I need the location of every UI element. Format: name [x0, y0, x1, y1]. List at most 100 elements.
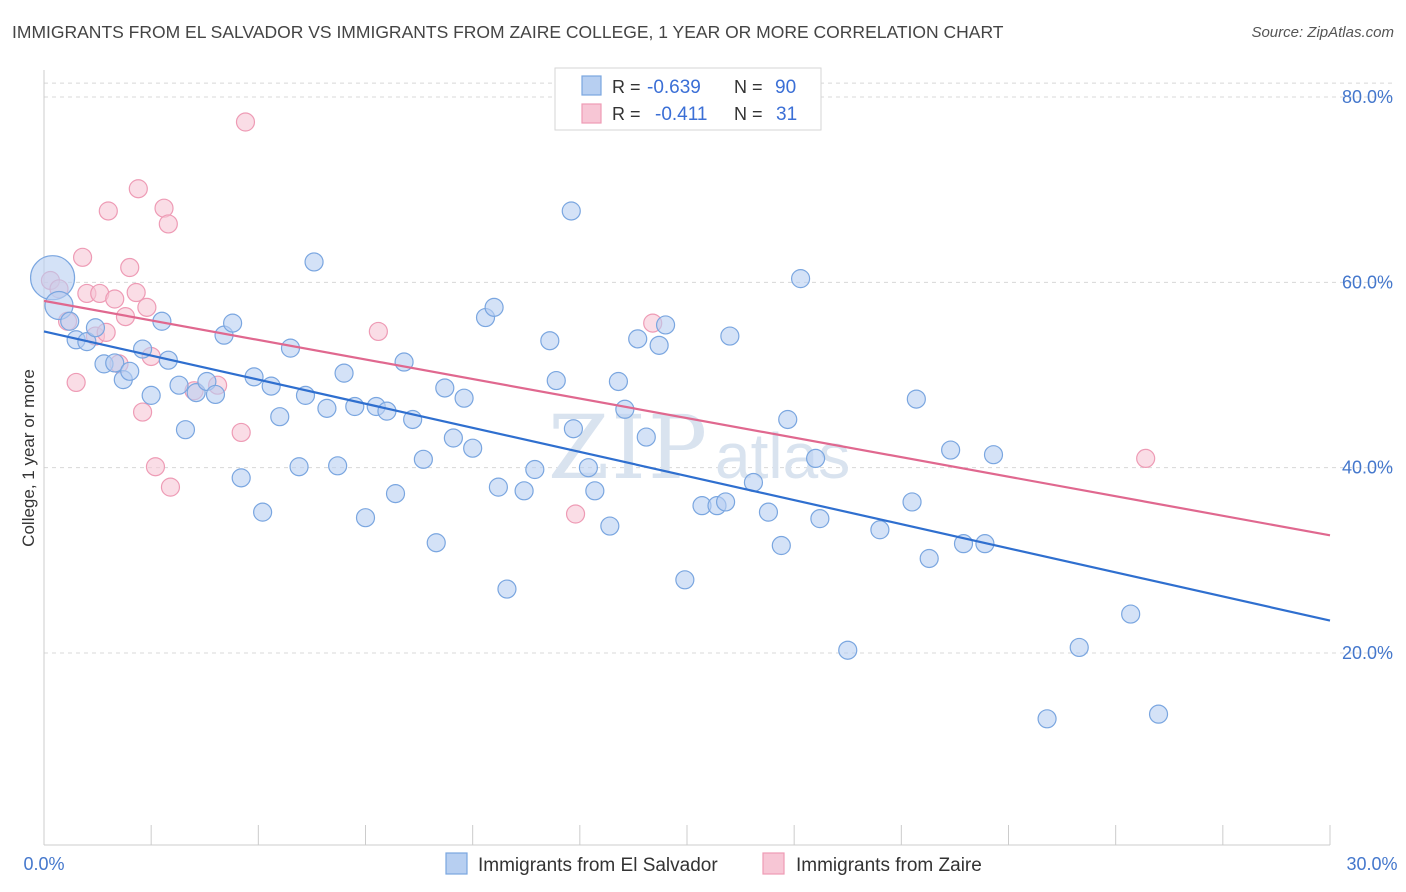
zaire-point — [154, 198, 174, 218]
source-label: Source: ZipAtlas.com — [1251, 24, 1394, 41]
el-salvador-point — [636, 427, 656, 447]
el-salvador-point — [426, 533, 446, 553]
el-salvador-point — [253, 502, 273, 522]
el-salvador-point — [435, 378, 455, 398]
el-salvador-point — [60, 311, 80, 331]
legend-n-value-2: 31 — [776, 104, 797, 125]
zaire-point — [105, 289, 125, 309]
legend-swatch-zaire — [581, 103, 602, 124]
el-salvador-point — [484, 297, 504, 317]
el-salvador-point — [758, 502, 779, 522]
el-salvador-point — [810, 509, 830, 529]
el-salvador-point — [443, 428, 463, 448]
bottom-legend-swatch-el-salvador — [445, 852, 468, 875]
trend-line-zaire — [43, 299, 1331, 537]
el-salvador-point — [790, 269, 811, 289]
el-salvador-point — [317, 398, 337, 418]
el-salvador-point — [585, 481, 605, 501]
zaire-point — [120, 257, 140, 278]
el-salvador-point — [334, 363, 354, 383]
legend-n-label-1: N = — [734, 77, 763, 97]
el-salvador-point — [85, 318, 106, 338]
legend-swatch-el-salvador — [581, 75, 602, 96]
zaire-point — [1136, 448, 1156, 468]
el-salvador-point — [608, 371, 629, 392]
el-salvador-point — [289, 457, 309, 477]
el-salvador-point — [1121, 604, 1141, 624]
el-salvador-point — [385, 484, 406, 504]
zaire-point — [235, 112, 256, 132]
el-salvador-point — [120, 361, 140, 381]
bottom-legend-label-el-salvador: Immigrants from El Salvador — [478, 855, 718, 876]
trend-lines — [43, 299, 1331, 622]
el-salvador-point — [902, 492, 922, 512]
el-salvador-point — [561, 201, 581, 221]
watermark-atlas: atlas — [715, 420, 850, 492]
trend-line-el-salvador — [43, 330, 1331, 622]
el-salvador-point — [525, 459, 545, 480]
zaire-point — [72, 247, 93, 267]
el-salvador-point — [454, 388, 474, 408]
bottom-legend: Immigrants from El Salvador Immigrants f… — [445, 852, 982, 876]
el-salvador-point — [715, 492, 736, 512]
x-ticks — [43, 825, 1331, 845]
zaire-point — [98, 201, 118, 221]
el-salvador-point — [771, 535, 791, 556]
el-salvador-point — [497, 579, 517, 599]
el-salvador-point — [563, 419, 584, 439]
el-salvador-point — [870, 520, 890, 540]
zaire-point — [158, 214, 178, 234]
el-salvador-point — [223, 313, 243, 333]
el-salvador-point — [175, 420, 196, 440]
zaire-point — [137, 297, 157, 317]
el-salvador-point — [649, 335, 669, 355]
el-salvador-point — [463, 438, 483, 458]
legend-r-label-2: R = — [612, 104, 641, 124]
y-tick-label-20: 20.0% — [1342, 643, 1393, 663]
el-salvador-point — [488, 477, 508, 497]
zaire-point — [66, 372, 86, 393]
el-salvador-point — [514, 481, 534, 501]
el-salvador-point — [600, 516, 620, 536]
x-tick-label-max: 30.0% — [1346, 854, 1397, 874]
el-salvador-point — [231, 468, 251, 488]
el-salvador-point — [578, 458, 599, 478]
x-tick-label-min: 0.0% — [23, 854, 64, 874]
el-salvador-point — [355, 508, 376, 528]
el-salvador-point — [270, 407, 290, 427]
el-salvador-point — [540, 331, 560, 351]
y-tick-label-40: 40.0% — [1342, 458, 1393, 478]
el-salvador-point — [805, 448, 826, 468]
el-salvador-point — [546, 370, 566, 391]
el-salvador-point — [141, 385, 161, 405]
el-salvador-point — [906, 389, 926, 409]
el-salvador-point — [205, 384, 226, 405]
zaire-point — [128, 179, 148, 199]
legend-r-label-1: R = — [612, 77, 641, 97]
el-salvador-point — [377, 401, 397, 421]
y-axis-label: College, 1 year or more — [19, 369, 38, 547]
el-salvador-point — [628, 329, 648, 349]
el-salvador-point — [1037, 709, 1057, 729]
zaire-point — [145, 457, 166, 477]
el-salvador-point — [655, 315, 676, 335]
el-salvador-point — [1069, 637, 1089, 658]
grid — [44, 82, 1392, 654]
el-salvador-point — [304, 252, 324, 272]
y-tick-labels: 20.0% 40.0% 60.0% 80.0% — [1342, 87, 1393, 663]
legend-n-label-2: N = — [734, 104, 763, 124]
el-salvador-point — [838, 640, 858, 660]
el-salvador-point — [675, 570, 695, 590]
zaire-point — [368, 321, 388, 342]
el-salvador-point — [615, 399, 635, 419]
legend-r-value-1: -0.639 — [647, 77, 701, 98]
watermark: ZIP atlas — [548, 396, 850, 499]
el-salvador-point — [720, 326, 740, 346]
el-salvador-point — [983, 445, 1004, 465]
el-salvador-point — [261, 376, 281, 396]
legend-n-value-1: 90 — [775, 77, 796, 98]
el-salvador-point — [1148, 704, 1169, 724]
legend-box: R = -0.639 N = 90 R = -0.411 N = 31 — [554, 67, 822, 131]
zaire-point — [132, 402, 153, 422]
